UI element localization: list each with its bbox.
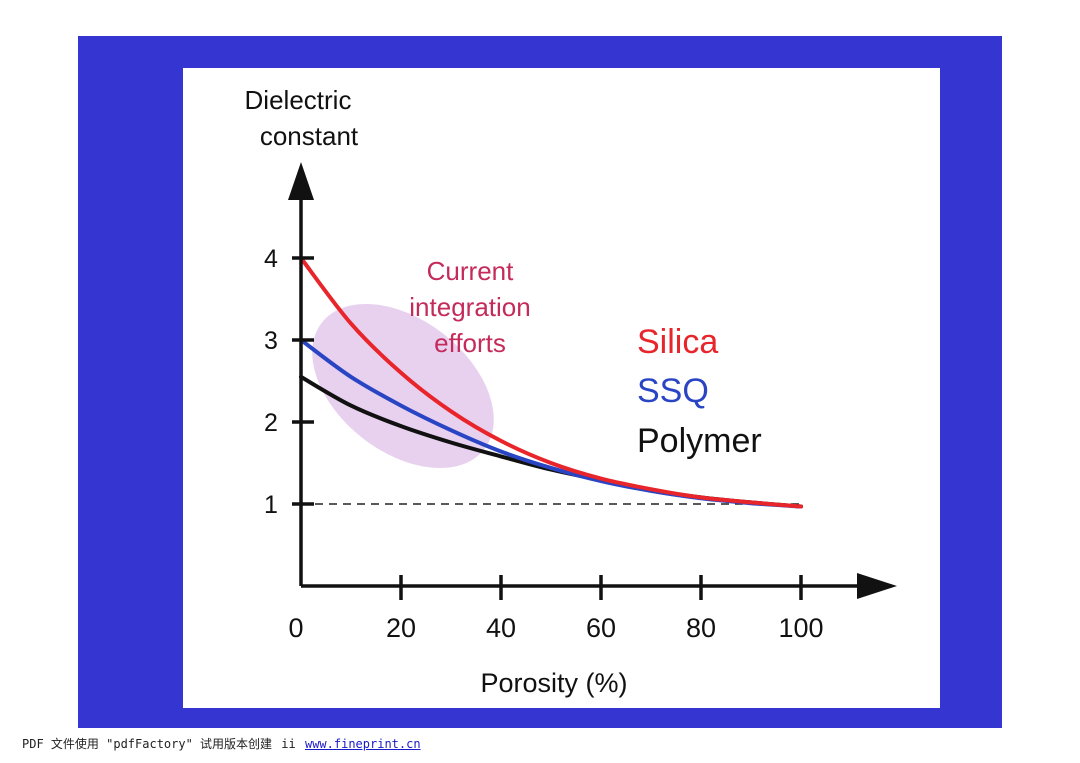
x-axis-title: Porosity (%): [480, 668, 627, 698]
footer-mark: ii: [281, 737, 296, 751]
y-tick-label-3: 3: [264, 327, 278, 355]
x-tick-label-60: 60: [586, 613, 616, 643]
x-tick-label-100: 100: [778, 613, 823, 643]
series-line-silica: [299, 256, 803, 509]
y-axis-title-line2: constant: [260, 121, 359, 151]
x-tick-label-40: 40: [486, 613, 516, 643]
footer-link[interactable]: www.fineprint.cn: [304, 737, 421, 751]
annotation-line-2: integration: [409, 292, 530, 322]
y-axis-title-line1: Dielectric: [245, 85, 352, 115]
x-tick-label-80: 80: [686, 613, 716, 643]
y-axis-arrow: [288, 162, 314, 200]
legend-label-silica: Silica: [637, 323, 718, 361]
y-tick-label-4: 4: [264, 245, 278, 273]
annotation-line-3: efforts: [434, 328, 506, 358]
y-tick-label-1: 1: [264, 491, 278, 519]
pdf-footer: PDF 文件使用 "pdfFactory" 试用版本创建 ii www.fine…: [22, 735, 421, 752]
legend-label-polymer: Polymer: [637, 422, 762, 460]
chart-panel: 1 2 3 4 0 20 40 60 80 100 Dielectric constant Porosi…: [183, 68, 940, 708]
x-tick-label-0: 0: [288, 613, 303, 643]
footer-text: PDF 文件使用 "pdfFactory" 试用版本创建: [22, 737, 273, 751]
x-tick-label-20: 20: [386, 613, 416, 643]
annotation-line-1: Current: [427, 256, 514, 286]
x-axis-arrow: [857, 573, 897, 599]
y-tick-label-2: 2: [264, 409, 278, 437]
legend-label-ssq: SSQ: [637, 372, 709, 410]
